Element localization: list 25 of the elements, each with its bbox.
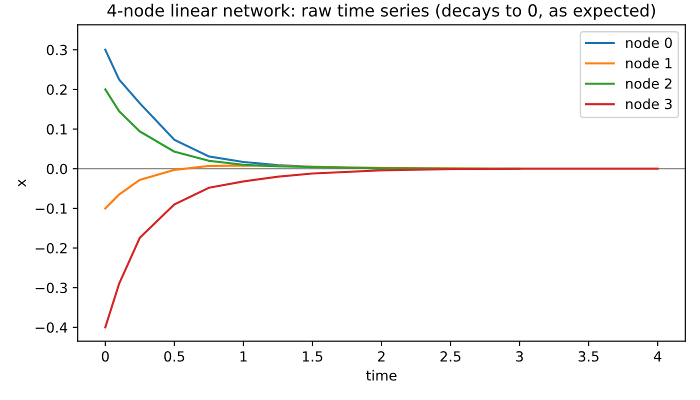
y-tick-label: 0.3 [46,44,67,56]
y-tick-label: 0.0 [46,164,68,174]
x-axis-title: time [366,370,396,381]
legend-label: node 0 [626,37,672,48]
y-tick-label: −0.3 [36,282,67,294]
legend-label: node 2 [626,78,672,89]
x-tick-label: 1 [240,351,247,362]
x-tick-label: 0.5 [164,351,184,362]
legend-label: node 3 [626,98,672,110]
x-tick-label: 3 [516,351,523,362]
y-tick-label: 0.2 [46,84,67,95]
x-tick-label: 0 [102,351,109,362]
y-tick-label: −0.1 [36,203,67,214]
y-tick-label: 0.1 [46,124,67,135]
line-series [104,168,659,328]
chart-title: 4-node linear network: raw time series (decays to 0, as expected) [107,4,655,20]
legend-label: node 1 [626,58,672,68]
x-tick-label: 2 [378,351,385,362]
y-tick-label: −0.2 [36,242,67,254]
y-tick-label: −0.4 [36,322,68,333]
x-tick-label: 4 [654,351,662,362]
x-tick-label: 3.5 [578,351,598,362]
x-tick-label: 2.5 [440,351,460,362]
x-tick-label: 1.5 [302,351,322,362]
y-axis-title: x [18,179,26,187]
